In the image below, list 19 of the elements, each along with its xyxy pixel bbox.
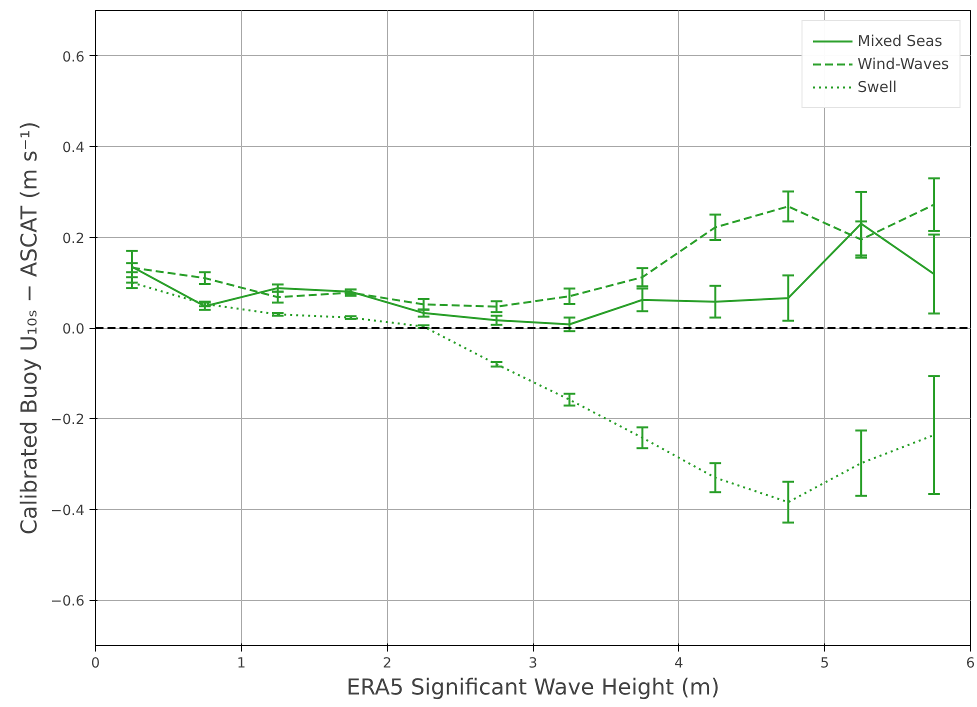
x-tick-label: 1: [236, 656, 246, 672]
x-tick-label: 0: [91, 656, 100, 672]
y-tick-label: −0.2: [50, 412, 85, 428]
x-axis-title: ERA5 Significant Wave Height (m): [346, 676, 720, 700]
x-tick-label: 6: [966, 656, 976, 672]
legend-label: Wind-Waves: [858, 55, 949, 73]
legend-label: Mixed Seas: [858, 32, 942, 50]
y-tick-label: −0.6: [50, 594, 85, 610]
y-tick-label: 0.4: [62, 140, 85, 156]
y-tick-label: 0.0: [62, 322, 84, 338]
y-axis-title: Calibrated Buoy U₁₀ₛ − ASCAT (m s⁻¹): [18, 121, 43, 535]
y-tick-label: 0.6: [62, 49, 85, 66]
x-tick-label: 3: [528, 656, 538, 672]
y-tick-label: −0.4: [50, 502, 85, 519]
x-tick-label: 5: [820, 656, 830, 672]
y-tick-label: 0.2: [62, 230, 84, 247]
x-tick-label: 2: [382, 656, 392, 672]
x-tick-label: 4: [674, 656, 684, 672]
legend-label: Swell: [858, 78, 897, 96]
